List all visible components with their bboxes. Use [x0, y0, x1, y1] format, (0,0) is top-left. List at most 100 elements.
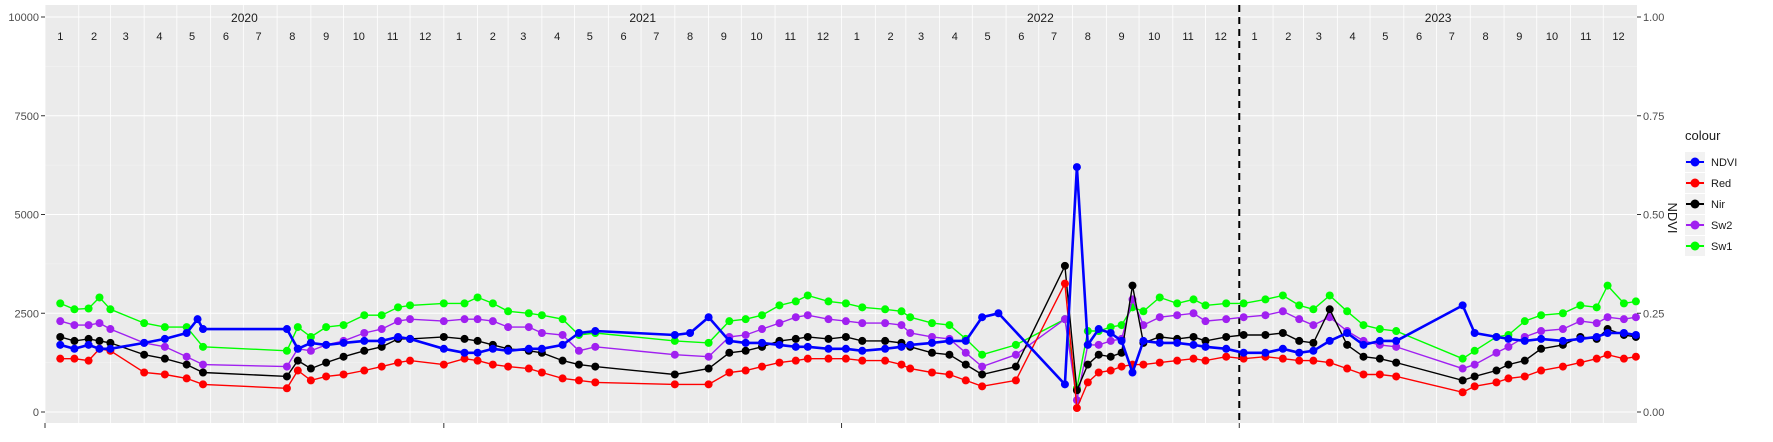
month-label: 7: [1051, 31, 1057, 43]
data-point: [1201, 356, 1210, 365]
data-point: [473, 356, 482, 365]
data-point: [1558, 325, 1567, 334]
data-point: [1592, 319, 1601, 328]
data-point: [906, 364, 915, 373]
data-point: [1325, 291, 1334, 300]
month-label: 1: [854, 31, 860, 43]
data-point: [757, 311, 766, 320]
data-point: [1011, 340, 1020, 349]
data-point: [377, 336, 386, 345]
month-label: 5: [1382, 31, 1388, 43]
data-point: [282, 325, 291, 334]
data-point: [961, 360, 970, 369]
data-point: [488, 317, 497, 326]
data-point: [1106, 366, 1115, 375]
data-point: [182, 352, 191, 361]
data-point: [858, 336, 867, 345]
data-point: [1558, 362, 1567, 371]
data-point: [725, 317, 734, 326]
data-point: [70, 321, 79, 330]
data-point: [95, 336, 104, 345]
data-point: [1458, 376, 1467, 385]
data-point: [704, 364, 713, 373]
data-point: [1278, 354, 1287, 363]
data-point: [881, 319, 890, 328]
data-point: [725, 336, 734, 345]
data-point: [1558, 309, 1567, 318]
data-point: [906, 340, 915, 349]
data-point: [897, 360, 906, 369]
data-point: [1239, 313, 1248, 322]
data-point: [1603, 329, 1612, 337]
month-label: 2: [490, 31, 496, 43]
data-point: [84, 304, 93, 313]
month-label: 9: [1119, 31, 1125, 43]
y-left-tick-label: 7500: [15, 111, 39, 123]
data-point: [488, 299, 497, 308]
data-point: [1492, 332, 1501, 341]
data-point: [1619, 354, 1628, 363]
data-point: [537, 311, 546, 320]
data-point: [1239, 348, 1248, 357]
legend-key-point: [1690, 241, 1700, 251]
data-point: [1117, 348, 1126, 357]
data-point: [858, 346, 867, 355]
data-point: [1470, 329, 1479, 337]
data-point: [84, 356, 93, 365]
data-point: [757, 325, 766, 334]
data-point: [1325, 313, 1334, 322]
data-point: [1222, 299, 1231, 308]
data-point: [1603, 350, 1612, 359]
month-label: 8: [1482, 31, 1488, 43]
y-left-tick-label: 10000: [8, 12, 39, 24]
data-point: [524, 323, 533, 332]
month-label: 12: [1612, 31, 1624, 43]
data-point: [1155, 293, 1164, 302]
data-point: [1343, 307, 1352, 316]
data-point: [537, 329, 546, 337]
series-layer: [56, 163, 1640, 413]
data-point: [1309, 321, 1318, 330]
data-point: [394, 303, 403, 312]
data-point: [1295, 356, 1304, 365]
data-point: [906, 313, 915, 322]
month-label: 4: [554, 31, 560, 43]
data-point: [1492, 378, 1501, 387]
data-point: [1343, 364, 1352, 373]
data-point: [858, 303, 867, 312]
legend-label-sw2: Sw2: [1711, 220, 1732, 232]
y-right-tick-label: 1.00: [1643, 12, 1664, 24]
data-point: [360, 336, 369, 345]
legend-key-point: [1690, 157, 1700, 167]
data-point: [1375, 370, 1384, 379]
data-point: [140, 338, 149, 347]
data-point: [377, 311, 386, 320]
data-point: [591, 342, 600, 351]
data-point: [574, 346, 583, 355]
data-point: [591, 327, 600, 336]
data-point: [945, 370, 954, 379]
data-point: [1060, 279, 1069, 288]
y-left-tick-label: 0: [33, 407, 39, 419]
data-point: [824, 297, 833, 306]
month-label: 11: [387, 31, 398, 43]
series-line-sw1: [60, 284, 1637, 389]
month-label: 3: [918, 31, 924, 43]
data-point: [1576, 334, 1585, 343]
data-point: [1139, 307, 1148, 316]
data-point: [1504, 342, 1513, 351]
data-point: [1603, 313, 1612, 322]
data-point: [824, 354, 833, 363]
data-point: [1173, 299, 1182, 308]
data-point: [1155, 338, 1164, 347]
data-point: [1295, 336, 1304, 345]
data-point: [199, 342, 208, 351]
data-point: [339, 352, 348, 361]
data-point: [460, 334, 469, 343]
data-point: [1631, 352, 1640, 361]
data-point: [670, 370, 679, 379]
data-point: [70, 336, 79, 345]
month-label: 10: [750, 31, 762, 43]
data-point: [945, 321, 954, 330]
data-point: [1094, 325, 1103, 334]
